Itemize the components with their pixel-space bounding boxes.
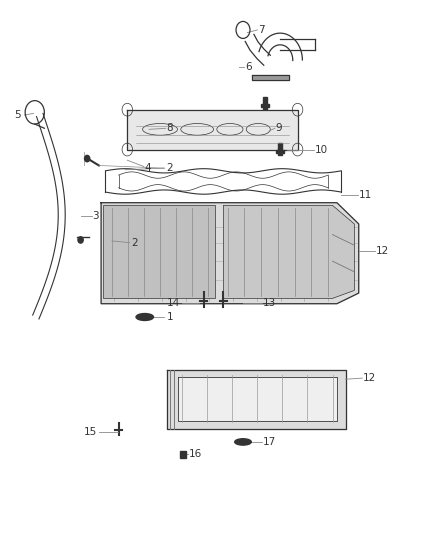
Polygon shape	[127, 110, 297, 150]
Polygon shape	[166, 370, 346, 429]
Text: 9: 9	[276, 123, 283, 133]
Bar	[180, 451, 186, 458]
Bar	[263, 98, 267, 109]
Text: 14: 14	[166, 297, 180, 308]
Text: 15: 15	[84, 427, 97, 438]
Text: 12: 12	[376, 246, 389, 255]
Text: 4: 4	[145, 163, 152, 173]
Text: 5: 5	[14, 110, 21, 120]
Circle shape	[85, 156, 90, 162]
Text: 7: 7	[258, 25, 265, 35]
Circle shape	[78, 237, 83, 243]
Text: 8: 8	[166, 123, 173, 133]
Text: 10: 10	[315, 144, 328, 155]
Bar	[278, 143, 283, 155]
Text: 17: 17	[263, 437, 276, 447]
Text: 6: 6	[245, 62, 252, 72]
Text: 1: 1	[166, 312, 173, 322]
Polygon shape	[103, 205, 215, 298]
Polygon shape	[223, 205, 354, 298]
Bar	[276, 150, 284, 153]
Text: 2: 2	[132, 238, 138, 247]
Text: 13: 13	[263, 297, 276, 308]
Polygon shape	[101, 203, 359, 304]
Ellipse shape	[235, 439, 251, 445]
Ellipse shape	[136, 313, 153, 320]
Text: 16: 16	[188, 449, 201, 458]
Text: 3: 3	[92, 211, 99, 221]
Text: 2: 2	[166, 163, 173, 173]
Polygon shape	[177, 376, 337, 421]
Text: 12: 12	[363, 373, 376, 383]
Text: 11: 11	[359, 190, 372, 200]
Polygon shape	[252, 75, 289, 80]
Bar	[261, 104, 269, 107]
